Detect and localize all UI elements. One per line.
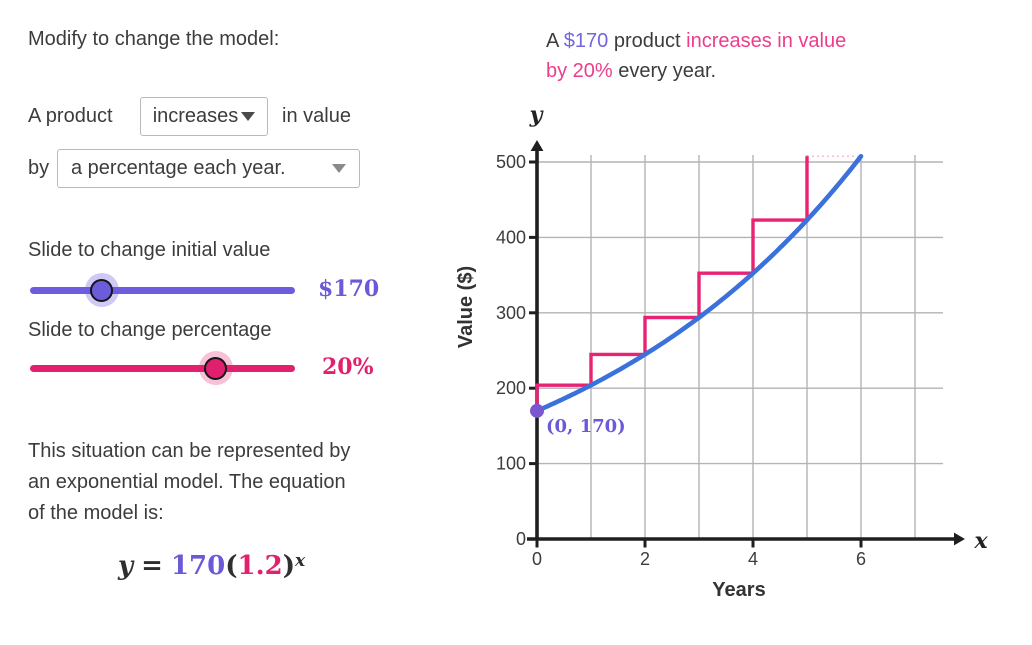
equation-equals: = (141, 551, 163, 581)
x-tick-label: 4 (748, 549, 758, 569)
x-tick-label: 2 (640, 549, 650, 569)
chevron-down-icon (332, 164, 346, 173)
sentence-prefix: A product (28, 105, 113, 127)
initial-value-point (530, 403, 544, 418)
dropdown-selected-value: a percentage each year. (71, 157, 286, 179)
equation-rparen: ) (282, 551, 296, 581)
model-equation: y = 170(1.2)x (118, 551, 305, 581)
chevron-down-icon (241, 112, 256, 121)
y-tick-label: 0 (516, 529, 526, 549)
percentage-slider[interactable] (30, 351, 295, 385)
change-direction-dropdown[interactable]: increases (140, 97, 268, 136)
y-axis-arrow-icon (530, 140, 544, 151)
yearly-steps-line (535, 156, 809, 411)
x-axis-title: Years (712, 579, 765, 601)
title-text: every year. (612, 60, 717, 82)
title-initial-value: $170 (563, 30, 609, 52)
slider-track[interactable] (30, 287, 295, 294)
equation-exponent: x (295, 551, 306, 571)
modify-heading: Modify to change the model: (28, 28, 280, 50)
description-line: of the model is: (28, 502, 164, 524)
y-tick-label: 400 (496, 227, 526, 247)
description-line: an exponential model. The equation (28, 471, 346, 493)
percent-slider-label: Slide to change percentage (28, 319, 272, 341)
equation-lparen: ( (225, 551, 238, 581)
percentage-display: 20% (322, 354, 374, 380)
change-type-dropdown[interactable]: a percentage each year. (57, 149, 360, 188)
y-var-label: y (529, 102, 545, 128)
equation-initial-value: 170 (170, 551, 226, 581)
slider-track[interactable] (30, 365, 295, 372)
equation-growth-factor: 1.2 (237, 551, 283, 581)
initial-value-display: $170 (318, 276, 380, 302)
slider-thumb[interactable] (84, 273, 119, 307)
sentence-middle: in value (282, 105, 351, 127)
title-text: A (546, 30, 564, 52)
y-tick-label: 500 (496, 152, 526, 172)
dropdown-selected-value: increases (152, 105, 239, 127)
slider-thumb-knob[interactable] (204, 356, 227, 380)
description-line: This situation can be represented by (28, 440, 351, 462)
equation-y: y (118, 551, 134, 581)
exponential-curve (534, 154, 864, 414)
y-tick-label: 300 (496, 303, 526, 323)
exponential-model-graph: 0 2 4 6 0 100 200 300 400 500 (0, 170) y x Value ($) Y… (455, 102, 988, 601)
title-text: product (608, 30, 687, 52)
y-tick-label: 100 (496, 454, 526, 474)
initial-slider-label: Slide to change initial value (28, 239, 271, 261)
slider-thumb[interactable] (198, 351, 233, 385)
slider-thumb-knob[interactable] (90, 278, 114, 302)
x-axis-arrow-icon (954, 532, 965, 546)
x-tick-label: 0 (532, 549, 542, 569)
graph-title: A $170 product increases in value by 20%… (546, 26, 936, 86)
x-tick-label: 6 (856, 549, 866, 569)
model-description: This situation can be represented by an … (28, 436, 350, 529)
initial-value-slider[interactable] (30, 273, 295, 307)
title-percent-text: by 20% (546, 60, 613, 82)
y-axis-title: Value ($) (455, 266, 477, 348)
initial-point-label: (0, 170) (546, 416, 626, 437)
graph-title-line1: A $170 product increases in value (546, 26, 936, 56)
title-change-text: increases in value (686, 30, 847, 52)
y-tick-label: 200 (496, 378, 526, 398)
sentence-by: by (28, 157, 50, 179)
x-var-label: x (973, 528, 988, 554)
graph-title-line2: by 20% every year. (546, 56, 936, 86)
